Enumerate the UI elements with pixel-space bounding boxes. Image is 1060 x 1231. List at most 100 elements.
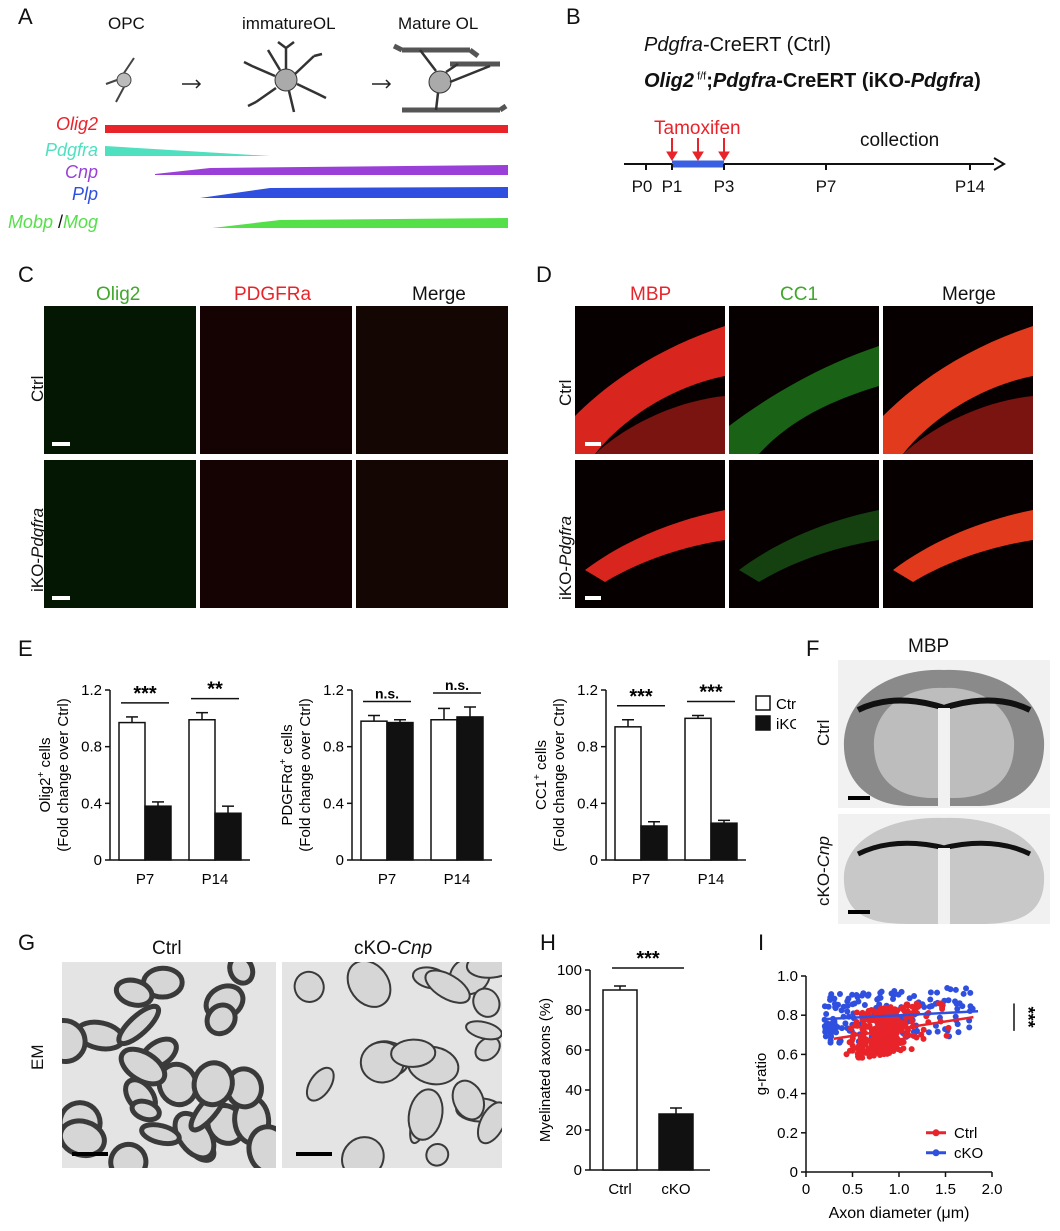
gene-name: Cnp (814, 836, 833, 868)
axon-profile (465, 1020, 502, 1041)
significance-label: *** (133, 683, 157, 705)
scatter-point-ctrl (849, 1042, 856, 1049)
scatter-point-ctrl (870, 1039, 877, 1046)
scatter-point-ctrl (853, 1018, 860, 1025)
y-tick-label: 60 (565, 1042, 582, 1059)
timeline-chart: P0 P1 P3 P7 P14 (624, 138, 1006, 196)
scatter-point-ctrl (890, 1048, 897, 1055)
gene-label-plp: Plp (71, 184, 98, 204)
tamoxifen-arrows (666, 138, 730, 161)
bar-iko-p7 (386, 721, 414, 861)
scatter-point-cko (861, 1002, 868, 1009)
y-tick-label: 0.6 (777, 1046, 798, 1063)
scatter-point-cko (864, 992, 871, 999)
axon-profile (425, 1143, 450, 1167)
significance-label: ** (207, 679, 223, 701)
y-axis-label: Myelinated axons (%) (537, 998, 554, 1142)
panel-label-d: D (536, 262, 552, 287)
y-label-main: Olig2 (37, 778, 54, 813)
gene-name: Cnp (397, 938, 433, 959)
y-tick-label: 0 (790, 1164, 798, 1181)
y-axis-label-line1: Olig2+ cells (36, 737, 54, 812)
legend-label-ctrl: Ctrl (954, 1125, 977, 1142)
scatter-point-cko (822, 1033, 829, 1040)
y-tick-label: 1.2 (577, 682, 598, 699)
x-tick-label: 0 (802, 1181, 810, 1198)
tick-p1: P1 (662, 177, 683, 196)
micrograph-iko-merge (356, 460, 508, 608)
scatter-point-ctrl (903, 1001, 910, 1008)
scatter-point-cko (878, 988, 885, 995)
expression-bar-cnp (155, 165, 508, 175)
row-prefix: cKO- (814, 867, 833, 906)
y-axis-label-line1: CC1+ cells (532, 740, 550, 810)
row-label-ikopdgfra-d: iKO-Pdgfra (556, 516, 576, 600)
bar-iko-p14 (214, 812, 242, 861)
y-axis-label-line2: (Fold change over Ctrl) (297, 698, 314, 851)
gene-label-mobp: Mobp /Mog (8, 212, 98, 233)
scatter-point-ctrl (882, 1048, 889, 1055)
legend-marker-ctrl (932, 1129, 940, 1137)
axon-profile (474, 1036, 501, 1062)
mature-ol-drawing (392, 43, 508, 113)
row-label-ctrl-f: Ctrl (814, 719, 833, 746)
bar-ctrl-p7 (118, 721, 146, 861)
significance-label: *** (1018, 1007, 1038, 1028)
scale-bar (296, 1152, 332, 1156)
collection-label: collection (860, 130, 940, 151)
scatter-point-cko (853, 991, 860, 998)
scatter-point-ctrl (863, 1023, 870, 1030)
legend-label-iko: iKO (776, 716, 796, 733)
scatter-point-ctrl (860, 1048, 867, 1055)
scatter-point-ctrl (884, 1009, 891, 1016)
scatter-point-cko (828, 991, 835, 998)
x-tick-label: Ctrl (608, 1181, 631, 1198)
scatter-point-ctrl (882, 1040, 889, 1047)
axon-profile (293, 970, 325, 1003)
y-tick-label: 1.0 (777, 968, 798, 985)
gene-name: Pdgfra (910, 70, 975, 92)
brain-section-ctrl (838, 660, 1050, 808)
genotype-sep: ; (706, 70, 713, 92)
arrow-icon (372, 79, 392, 89)
x-tick-label: P14 (202, 871, 229, 888)
y-tick-label: 0 (574, 1162, 582, 1179)
legend-swatch-iko (755, 715, 771, 731)
micrograph-ctrl-cc1 (729, 306, 879, 454)
scale-bar (52, 442, 70, 446)
expression-bar-mobp-mog (212, 218, 508, 228)
y-label-sup: + (36, 772, 47, 778)
axon-profile (476, 1101, 502, 1145)
legend-label-ctrl: Ctrl (776, 696, 796, 713)
gene-expression-wedges (105, 125, 508, 228)
x-tick-label: 2.0 (982, 1181, 1003, 1198)
scatter-point-ctrl (937, 1000, 944, 1007)
scatter-point-cko (827, 1033, 834, 1040)
bar-ctrl-p14 (684, 717, 712, 861)
micrograph-iko-merge-d (883, 460, 1033, 608)
y-tick-label: 0.4 (81, 795, 102, 812)
bar-iko-p7 (144, 805, 172, 861)
gene-label-sep: / (52, 212, 63, 232)
panel-label-b: B (566, 4, 581, 29)
scatter-point-cko (934, 989, 941, 996)
opc-cell-drawing (105, 57, 135, 103)
scatter-point-ctrl (877, 1046, 884, 1053)
scatter-point-cko (831, 995, 838, 1002)
scatter-point-cko (840, 1003, 847, 1010)
stage-opc: OPC (108, 14, 145, 33)
fit-line-ctrl (833, 1015, 974, 1040)
gene-name: Pdgfra (712, 70, 777, 92)
chart-myelinated-axons: 0 20 40 60 80 100 Ctrl cKO *** Myelinated axons (… (537, 950, 710, 1198)
y-tick-label: 1.2 (81, 682, 102, 699)
scatter-point-cko (836, 1039, 843, 1046)
y-axis-label: Olig2+ cells (Fold change over Ctrl) (36, 698, 72, 851)
header-ckocnp-g: cKO-Cnp (354, 938, 432, 960)
micrograph-ctrl-merge-d (883, 306, 1033, 454)
y-tick-label: 0.8 (577, 739, 598, 756)
axon-profile (246, 1124, 276, 1168)
y-tick-label: 20 (565, 1122, 582, 1139)
scatter-point-ctrl (848, 1038, 855, 1045)
y-label-main: PDGFRα (279, 764, 296, 826)
immature-ol-drawing (243, 41, 327, 113)
